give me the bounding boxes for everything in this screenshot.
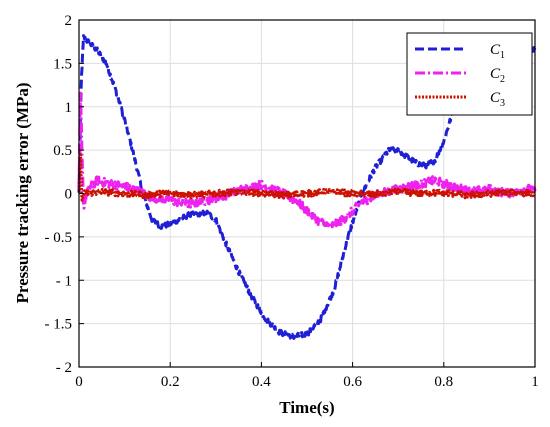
- x-tick-label: 1: [531, 374, 539, 390]
- x-tick-label: 0.4: [252, 374, 271, 390]
- x-tick-label: 0.6: [343, 374, 362, 390]
- y-tick-label: - 2: [56, 360, 72, 376]
- y-tick-label: - 1: [56, 273, 72, 289]
- y-axis-label: Pressure tracking error (MPa): [13, 82, 32, 303]
- y-tick-label: - 1.5: [45, 317, 73, 333]
- y-tick-label: 1: [65, 100, 73, 116]
- x-tick-label: 0.8: [434, 374, 453, 390]
- x-axis-label: Time(s): [279, 398, 334, 417]
- y-tick-label: 2: [65, 13, 73, 29]
- x-tick-label: 0: [75, 374, 83, 390]
- legend-box: [406, 32, 533, 116]
- series-line-3: [77, 153, 536, 202]
- series-line-2: [77, 91, 537, 230]
- y-tick-label: 1.5: [53, 56, 72, 72]
- tick-layer: 0 0.2 0.4 0.6 0.8 1 2 1.5 1 0.5 0 - 0.5 - 1 - 1.5 - 2: [45, 13, 539, 390]
- y-tick-label: 0.5: [53, 143, 72, 159]
- x-tick-label: 0.2: [161, 374, 180, 390]
- y-tick-label: - 0.5: [45, 230, 73, 246]
- y-tick-label: 0: [65, 187, 73, 203]
